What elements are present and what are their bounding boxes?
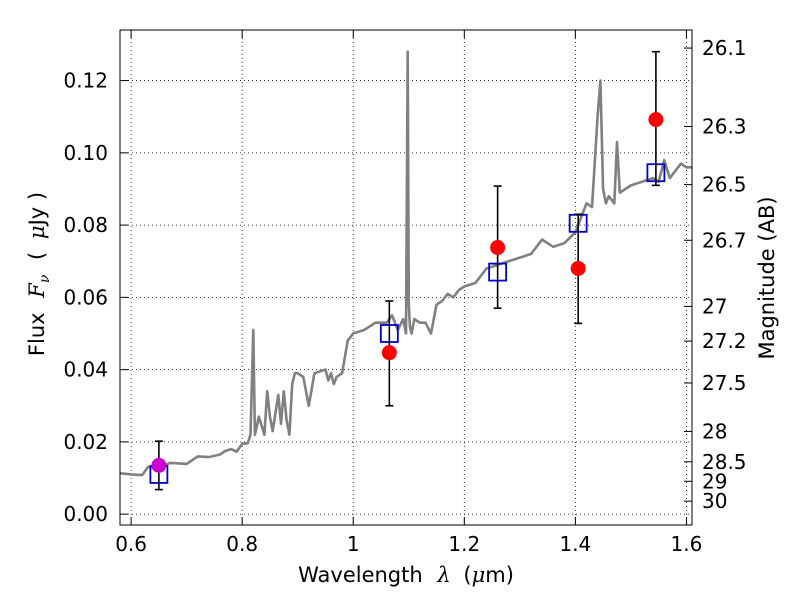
ticks: 0.6 0.8 1 1.2 1.4 1.6 0.00 0.02 0.04 0.06 0.08 0.10… <box>63 30 747 556</box>
y-axis-label: Flux Fν ( μJy ) <box>25 192 54 356</box>
observed-points-layer <box>151 112 664 473</box>
y2-tick-label: 26.5 <box>702 173 747 197</box>
y2-tick-label: 26.1 <box>702 36 747 60</box>
plot-frame <box>119 29 693 526</box>
y-axis-unit-mu: μ <box>25 225 49 239</box>
x-tick-label: 0.6 <box>115 532 147 556</box>
y-tick-label: 0.02 <box>63 430 108 454</box>
y2-tick-label: 27.5 <box>702 371 747 395</box>
observed-point <box>490 240 506 256</box>
y2-tick-label: 28.5 <box>702 450 747 474</box>
spectrum-layer <box>119 50 692 477</box>
x-axis-label: Wavelength λ (μm) <box>298 563 514 587</box>
y2-tick-label: 27.2 <box>702 329 747 353</box>
y2-tick-label: 26.3 <box>702 114 747 138</box>
x-axis-label-main: Wavelength <box>298 563 423 587</box>
y-axis-label-main: Flux <box>25 312 49 356</box>
y-tick-label: 0.12 <box>63 69 108 93</box>
observed-point-special <box>151 457 167 473</box>
y-axis-unit-open: ( <box>25 252 49 260</box>
x-tick-label: 0.8 <box>226 532 258 556</box>
x-axis-unit-mu: μ <box>472 563 486 587</box>
y-tick-label: 0.04 <box>63 358 108 382</box>
y2-tick-label: 30 <box>702 489 727 513</box>
y-axis-symbol: F <box>25 282 49 299</box>
y2-tick-label: 29 <box>702 469 727 493</box>
observed-point <box>648 112 664 128</box>
y-tick-label: 0.00 <box>63 502 108 526</box>
y2-axis-label: Magnitude (AB) <box>755 196 779 359</box>
x-axis-symbol: λ <box>436 563 450 587</box>
y-axis-unit-rest: Jy ) <box>25 192 49 228</box>
y2-tick-label: 26.7 <box>702 228 747 252</box>
y2-tick-label: 27 <box>702 294 727 318</box>
observed-point <box>570 260 586 276</box>
y-tick-label: 0.08 <box>63 213 108 237</box>
x-axis-unit-open: ( <box>463 563 471 587</box>
y-tick-label: 0.10 <box>63 141 108 165</box>
y-tick-label: 0.06 <box>63 285 108 309</box>
spectrum-line <box>119 50 692 477</box>
x-tick-label: 1 <box>347 532 360 556</box>
y-axis-subscript: ν <box>37 274 53 283</box>
x-tick-label: 1.4 <box>559 532 591 556</box>
observed-point <box>381 345 397 361</box>
x-tick-label: 1.2 <box>448 532 480 556</box>
y2-tick-label: 28 <box>702 419 727 443</box>
grid <box>120 30 692 525</box>
x-tick-label: 1.6 <box>671 532 703 556</box>
x-axis-unit-rest: m) <box>485 563 514 587</box>
